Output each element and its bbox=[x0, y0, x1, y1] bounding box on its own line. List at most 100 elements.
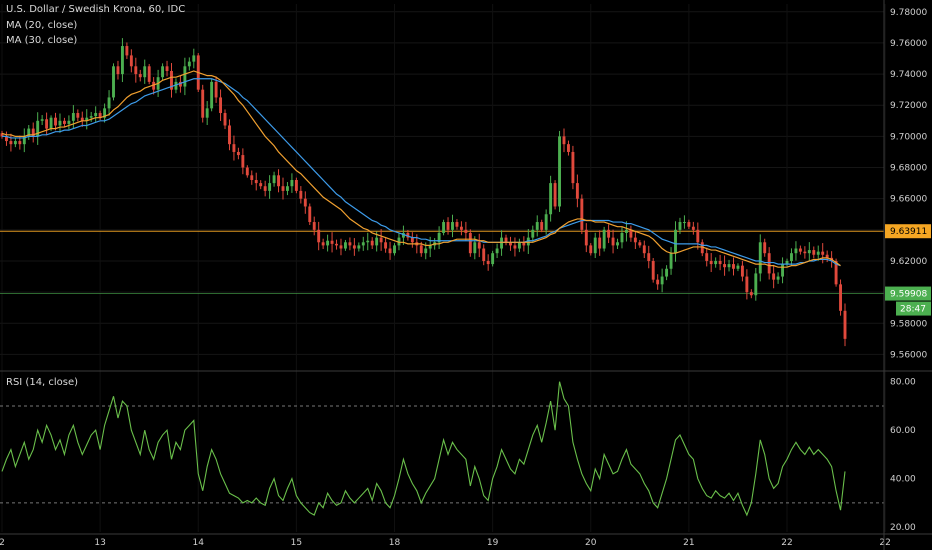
candle-body bbox=[241, 155, 245, 168]
candle-body bbox=[607, 229, 611, 238]
candle-body bbox=[517, 242, 521, 249]
candle-body bbox=[807, 250, 811, 254]
candle-body bbox=[277, 175, 280, 187]
candle-body bbox=[821, 251, 825, 255]
candle-body bbox=[674, 229, 677, 254]
candle-body bbox=[397, 237, 401, 246]
chart-title: U.S. Dollar / Swedish Krona, 60, IDC bbox=[6, 4, 186, 15]
candle-body bbox=[54, 117, 57, 126]
candle-body bbox=[526, 237, 530, 246]
candle-body bbox=[103, 108, 107, 118]
candle-body bbox=[245, 167, 249, 176]
candle-body bbox=[624, 229, 628, 233]
candle-body bbox=[535, 222, 539, 230]
candle-body bbox=[509, 242, 512, 246]
candle-body bbox=[451, 222, 454, 230]
price-tick-label: 9.76000 bbox=[890, 39, 927, 49]
candle-body bbox=[138, 74, 142, 78]
time-tick-label: 13 bbox=[94, 538, 105, 548]
price-tick-label: 9.74000 bbox=[890, 70, 927, 80]
candle-body bbox=[424, 248, 428, 254]
ma20-legend: MA (20, close) bbox=[6, 20, 78, 31]
candle-body bbox=[36, 120, 40, 137]
candle-body bbox=[580, 198, 584, 230]
price-tick-label: 9.62000 bbox=[890, 257, 927, 267]
candle-body bbox=[651, 260, 655, 280]
candle-body bbox=[549, 183, 553, 215]
candle-body bbox=[812, 250, 816, 255]
candle-body bbox=[236, 151, 240, 156]
candle-body bbox=[312, 222, 316, 230]
horizontal-lines bbox=[0, 230, 884, 295]
candle-body bbox=[602, 229, 606, 249]
price-badge bbox=[885, 286, 931, 301]
time-tick-label: 2 bbox=[0, 538, 5, 548]
candle-body bbox=[495, 248, 499, 254]
candle-body bbox=[357, 245, 361, 249]
candle-body bbox=[540, 222, 544, 230]
candle-body bbox=[112, 66, 115, 98]
candle-body bbox=[754, 273, 758, 296]
candle-body bbox=[740, 265, 744, 277]
candle-body bbox=[18, 141, 22, 145]
price-badge-label: 9.63911 bbox=[890, 227, 927, 237]
candle-body bbox=[620, 232, 624, 243]
candle-body bbox=[687, 222, 691, 227]
time-tick-label: 14 bbox=[193, 538, 205, 548]
candle-body bbox=[170, 70, 173, 90]
candle-body bbox=[522, 242, 526, 246]
candle-body bbox=[629, 229, 633, 238]
candle-body bbox=[388, 248, 392, 254]
candle-body bbox=[317, 229, 321, 243]
candle-body bbox=[589, 245, 593, 254]
candle-body bbox=[228, 125, 231, 145]
candle-body bbox=[504, 237, 508, 243]
candle-body bbox=[410, 237, 414, 243]
candle-body bbox=[482, 248, 486, 261]
candle-body bbox=[723, 264, 727, 268]
candle-body bbox=[593, 237, 597, 254]
candle-body bbox=[700, 242, 704, 254]
candle-body bbox=[13, 141, 17, 145]
price-tick-label: 9.78000 bbox=[890, 8, 927, 18]
candle-body bbox=[406, 232, 410, 238]
candle-body bbox=[71, 113, 75, 121]
candle-body bbox=[98, 113, 102, 118]
time-tick-label: 22 bbox=[781, 538, 792, 548]
candle-body bbox=[464, 229, 468, 233]
candle-body bbox=[27, 128, 31, 137]
candle-body bbox=[31, 128, 35, 137]
candle-body bbox=[575, 183, 579, 199]
candle-body bbox=[468, 232, 472, 254]
candle-body bbox=[785, 260, 789, 265]
candle-body bbox=[366, 240, 370, 243]
candle-body bbox=[294, 179, 298, 191]
candle-body bbox=[798, 248, 802, 252]
candle-body bbox=[767, 253, 771, 274]
candle-body bbox=[455, 222, 459, 227]
candle-body bbox=[210, 81, 214, 109]
candle-body bbox=[259, 183, 263, 187]
candle-body bbox=[727, 264, 731, 268]
candle-body bbox=[665, 268, 669, 277]
candle-body bbox=[343, 242, 347, 249]
candle-body bbox=[558, 136, 561, 207]
price-tick-label: 9.66000 bbox=[890, 195, 927, 205]
candle-body bbox=[647, 253, 651, 261]
time-tick-label: 19 bbox=[487, 538, 499, 548]
candle-body bbox=[219, 97, 223, 114]
candle-body bbox=[749, 292, 753, 296]
price-badge bbox=[885, 224, 931, 239]
price-tick-label: 9.72000 bbox=[890, 101, 927, 111]
candle-body bbox=[616, 242, 619, 246]
candle-body bbox=[268, 183, 272, 191]
candle-body bbox=[669, 253, 673, 269]
candle-body bbox=[379, 237, 383, 243]
ma30-line bbox=[2, 78, 841, 267]
candle-body bbox=[335, 243, 338, 246]
candle-body bbox=[781, 264, 785, 277]
candle-body bbox=[531, 229, 535, 238]
time-tick-label: 15 bbox=[291, 538, 302, 548]
